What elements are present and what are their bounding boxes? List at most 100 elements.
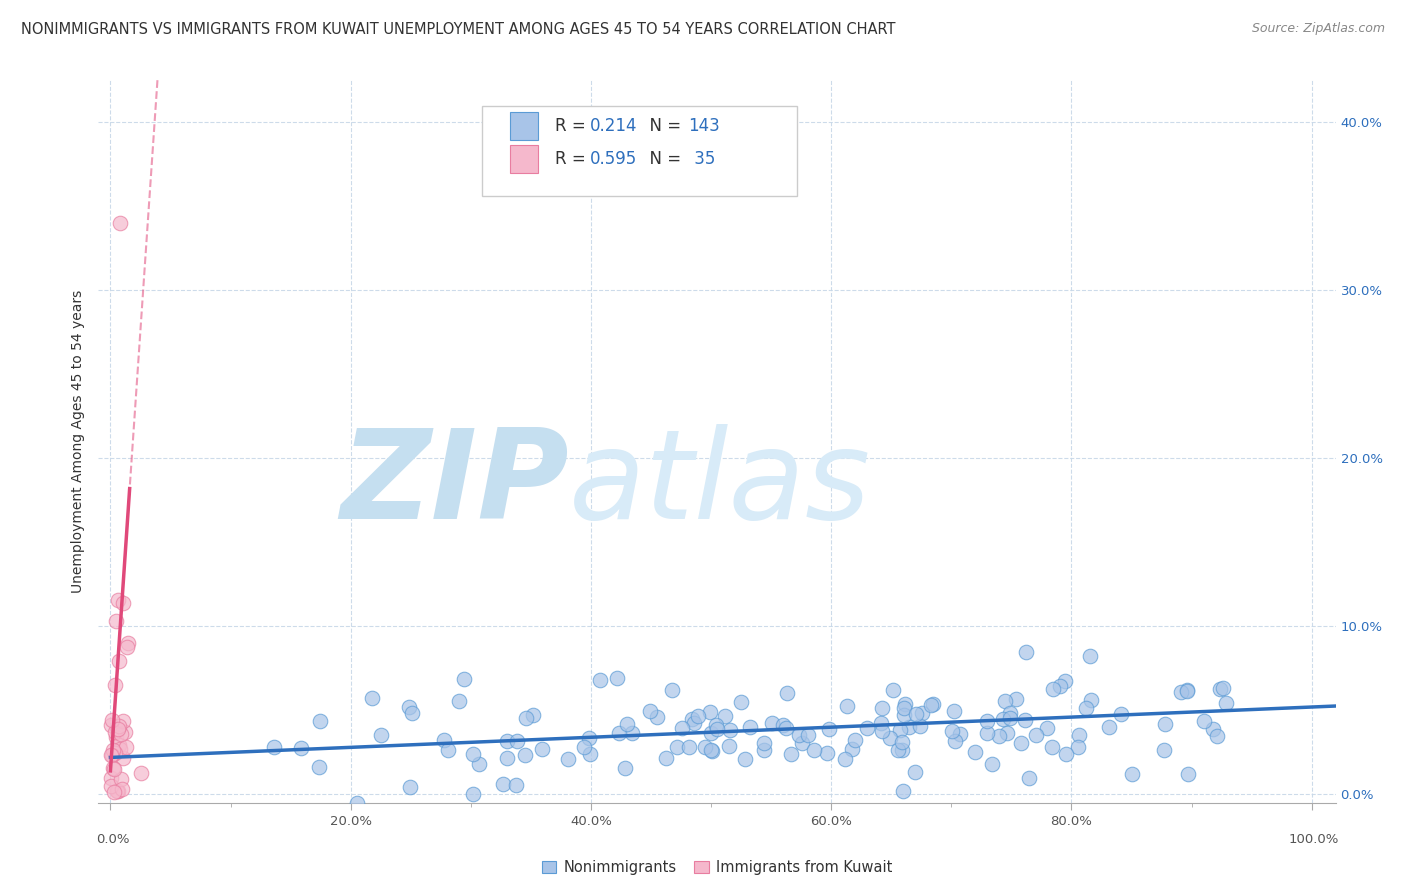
Point — [1206, 729, 1229, 743]
Text: 0.595: 0.595 — [589, 150, 637, 168]
Point — [105, 614, 128, 628]
Text: N =: N = — [640, 150, 686, 168]
Text: 35: 35 — [689, 150, 716, 168]
FancyBboxPatch shape — [510, 112, 537, 139]
Point — [1078, 648, 1101, 663]
Point — [898, 720, 921, 734]
Point — [911, 706, 934, 720]
Point — [943, 733, 966, 747]
Point — [655, 751, 678, 765]
Point — [112, 714, 135, 728]
Point — [904, 706, 927, 721]
Point — [761, 716, 783, 731]
Point — [870, 700, 893, 714]
Point — [645, 710, 668, 724]
Point — [104, 678, 127, 692]
Point — [1067, 739, 1090, 754]
Point — [105, 731, 128, 745]
Point — [115, 640, 138, 654]
Point — [101, 747, 124, 762]
Point — [111, 782, 134, 797]
Point — [103, 762, 125, 776]
Point — [607, 725, 630, 739]
Point — [991, 712, 1014, 726]
Point — [787, 728, 810, 742]
Point — [889, 723, 911, 737]
Point — [922, 697, 945, 711]
Point — [111, 751, 134, 765]
Point — [1215, 696, 1237, 710]
Point — [112, 597, 135, 611]
Point — [463, 747, 485, 761]
Point — [1177, 767, 1199, 781]
Point — [103, 785, 125, 799]
Point — [468, 756, 491, 771]
Point — [104, 724, 127, 739]
Point — [730, 694, 752, 708]
Point — [505, 778, 527, 792]
Point — [1170, 684, 1192, 698]
Point — [103, 761, 125, 775]
Point — [1049, 679, 1071, 693]
Point — [1042, 681, 1064, 696]
Y-axis label: Unemployment Among Ages 45 to 54 years: Unemployment Among Ages 45 to 54 years — [70, 290, 84, 593]
Point — [997, 726, 1019, 740]
Point — [976, 725, 998, 739]
Point — [890, 735, 912, 749]
Point — [882, 682, 904, 697]
Point — [870, 723, 893, 738]
Point — [834, 752, 856, 766]
Point — [100, 771, 122, 785]
Point — [797, 728, 820, 742]
Point — [817, 746, 839, 760]
Point — [1004, 692, 1026, 706]
Point — [894, 697, 917, 711]
Point — [114, 739, 136, 754]
Point — [1209, 681, 1232, 696]
Point — [104, 746, 127, 760]
Point — [738, 720, 761, 734]
Point — [706, 722, 728, 736]
Point — [678, 739, 700, 754]
Point — [844, 733, 866, 747]
Point — [110, 216, 132, 230]
Point — [803, 742, 825, 756]
Point — [530, 741, 553, 756]
Point — [981, 757, 1004, 772]
Point — [557, 751, 579, 765]
Point — [107, 593, 129, 607]
Point — [1153, 742, 1175, 756]
Point — [463, 787, 485, 801]
Text: atlas: atlas — [568, 425, 870, 545]
Point — [1025, 728, 1047, 742]
Point — [492, 777, 515, 791]
Point — [616, 717, 638, 731]
Point — [891, 783, 914, 797]
Point — [506, 734, 529, 748]
Point — [879, 731, 901, 746]
Text: 100.0%: 100.0% — [1288, 833, 1339, 847]
Point — [775, 721, 797, 735]
Point — [688, 709, 710, 723]
Point — [890, 743, 912, 757]
Point — [308, 760, 330, 774]
Point — [790, 736, 813, 750]
Point — [661, 682, 683, 697]
Point — [1192, 714, 1215, 728]
Point — [1010, 737, 1032, 751]
Point — [908, 719, 931, 733]
Point — [718, 739, 741, 754]
Point — [620, 726, 643, 740]
Point — [706, 718, 728, 732]
Point — [107, 738, 129, 752]
Point — [1212, 681, 1234, 695]
Point — [1054, 747, 1077, 762]
Point — [1000, 706, 1022, 720]
FancyBboxPatch shape — [510, 145, 537, 173]
Point — [101, 713, 124, 727]
Point — [702, 744, 724, 758]
Point — [110, 772, 132, 786]
Point — [1080, 693, 1102, 707]
Point — [263, 739, 285, 754]
Point — [496, 734, 519, 748]
